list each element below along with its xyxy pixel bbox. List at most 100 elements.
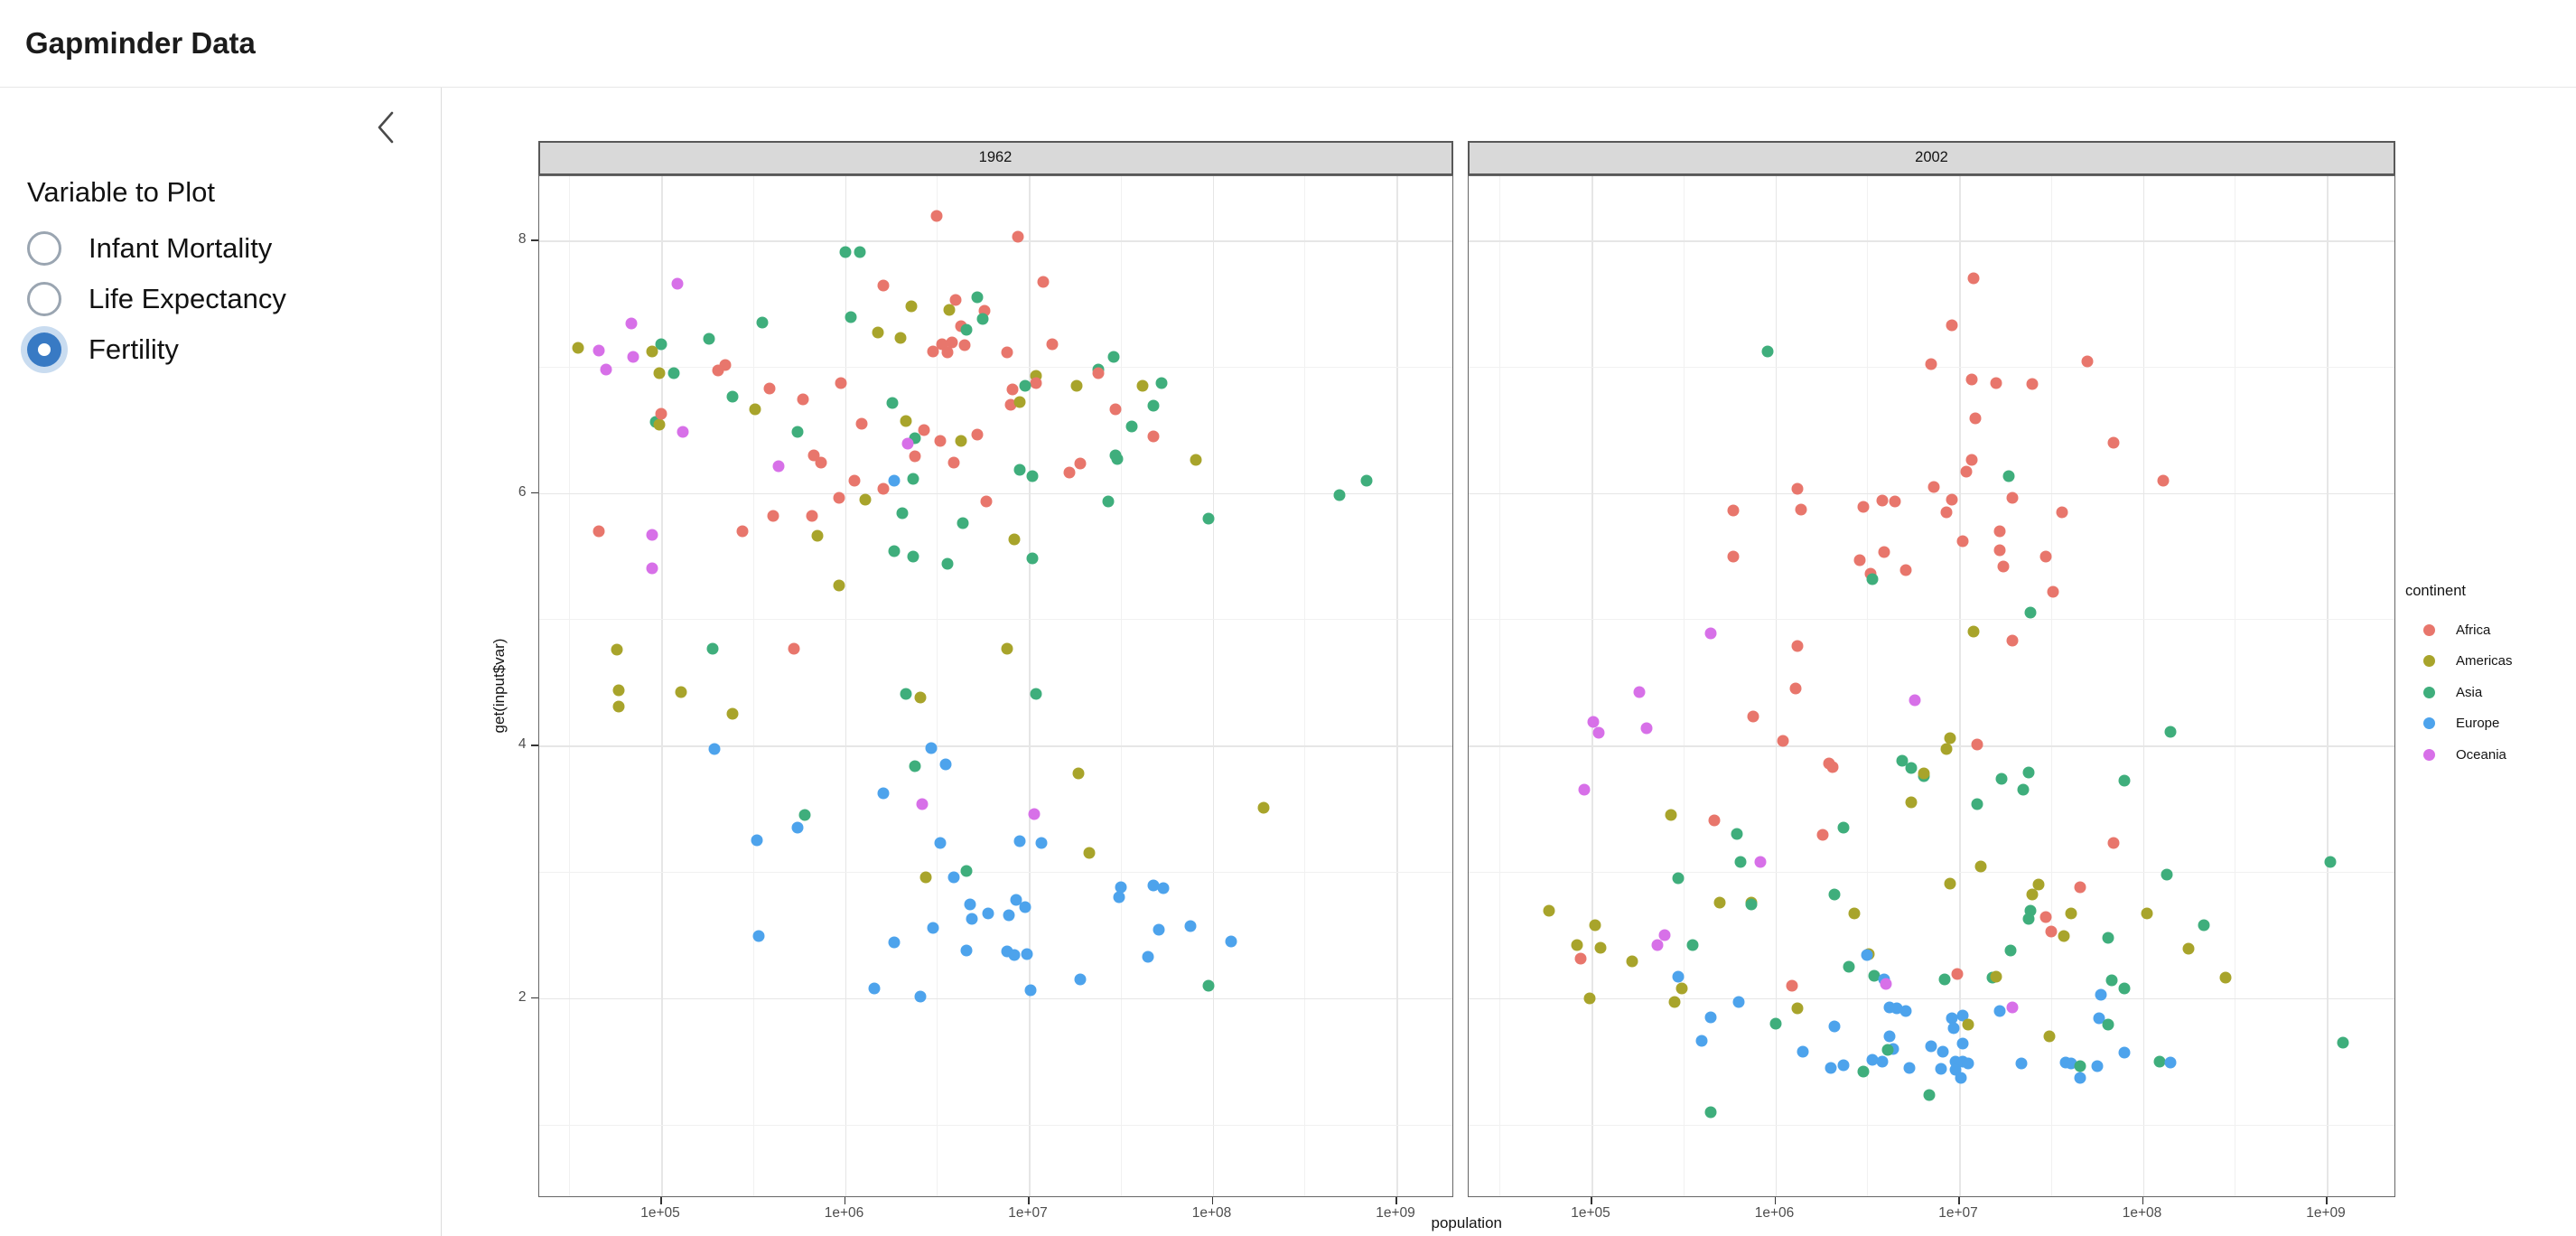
legend-item-label: Oceania [2456, 746, 2506, 763]
data-point [1925, 1040, 1937, 1053]
data-point [2141, 907, 2153, 920]
data-point [1761, 345, 1774, 358]
radio-option-life-expectancy[interactable]: Life Expectancy [27, 274, 286, 324]
data-point [2017, 783, 2030, 796]
data-point [2107, 837, 2120, 849]
gridline [2142, 175, 2144, 1196]
x-tick-mark [2326, 1196, 2328, 1204]
radio-button-infant-mortality[interactable] [27, 231, 61, 266]
x-tick-label: 1e+06 [1754, 1204, 1795, 1221]
data-point [919, 871, 932, 884]
data-point [2056, 506, 2068, 519]
data-point [1754, 856, 1767, 868]
data-point [703, 332, 715, 345]
data-point [1030, 688, 1042, 700]
data-point [1890, 1002, 1903, 1015]
data-point [1837, 821, 1850, 834]
data-point [677, 426, 689, 438]
x-tick-mark [660, 1196, 662, 1204]
x-tick-label: 1e+08 [2122, 1204, 2162, 1221]
data-point [1791, 482, 1804, 495]
radio-option-infant-mortality[interactable]: Infant Mortality [27, 223, 272, 274]
data-point [646, 562, 658, 575]
y-tick-mark [530, 492, 538, 494]
data-point [934, 435, 947, 447]
data-point [2337, 1036, 2349, 1049]
data-point [888, 545, 901, 557]
data-point [859, 493, 872, 506]
data-point [1881, 1044, 1894, 1056]
data-point [1333, 489, 1346, 501]
sidebar-collapse-button[interactable] [370, 109, 401, 149]
data-point [914, 990, 927, 1003]
data-point [2161, 868, 2173, 881]
data-point [2015, 1057, 2028, 1070]
data-point [1587, 716, 1600, 728]
x-tick-label: 1e+07 [1938, 1204, 1978, 1221]
x-tick-mark [1211, 1196, 1213, 1204]
data-point [655, 338, 667, 351]
data-point [888, 474, 901, 487]
y-axis-title: get(input$var) [490, 638, 508, 734]
gridline [1469, 872, 2394, 873]
radio-button-fertility[interactable] [27, 332, 61, 367]
data-point [930, 210, 943, 222]
data-point [1797, 1045, 1809, 1058]
data-point [1905, 762, 1918, 774]
radio-label[interactable]: Fertility [89, 333, 179, 365]
data-point [1665, 809, 1676, 821]
data-point [2024, 606, 2037, 619]
data-point [960, 323, 973, 336]
data-point [655, 407, 667, 420]
data-point [839, 246, 851, 258]
data-point [1651, 939, 1664, 951]
data-point [2107, 436, 2120, 449]
data-point [646, 345, 658, 358]
data-point [2324, 856, 2337, 868]
x-tick-label: 1e+05 [1571, 1204, 1610, 1221]
chevron-left-icon [375, 110, 397, 149]
data-point [1791, 1002, 1804, 1015]
data-point [1155, 377, 1168, 389]
data-point [1880, 978, 1892, 990]
data-point [957, 517, 969, 529]
data-point [2157, 474, 2170, 487]
data-point [2074, 1072, 2086, 1084]
data-point [2164, 726, 2177, 738]
x-tick-mark [1774, 1196, 1776, 1204]
x-tick-mark [2142, 1196, 2143, 1204]
data-point [1876, 494, 1889, 507]
radio-label[interactable]: Infant Mortality [89, 232, 273, 264]
gridline [1304, 175, 1306, 1196]
data-point [2022, 913, 2035, 925]
sidebar: Variable to Plot Infant Mortality Life E… [0, 88, 442, 1236]
data-point [2118, 1046, 2131, 1059]
radio-option-fertility[interactable]: Fertility [27, 324, 179, 375]
data-point [736, 525, 749, 538]
gridline [2327, 175, 2329, 1196]
data-point [798, 809, 811, 821]
data-point [934, 837, 947, 849]
data-point [1109, 403, 1122, 416]
data-point [966, 913, 978, 925]
data-point [1142, 950, 1154, 963]
data-point [1184, 920, 1197, 932]
data-point [1993, 544, 2006, 556]
data-point [2102, 932, 2114, 944]
data-point [949, 294, 962, 306]
data-point [1008, 949, 1021, 961]
data-point [1013, 396, 1026, 408]
data-point [1157, 882, 1170, 894]
data-point [1843, 960, 1855, 973]
radio-button-life-expectancy[interactable] [27, 282, 61, 316]
data-point [2081, 355, 2094, 368]
data-point [2006, 492, 2019, 504]
gridline [1469, 619, 2394, 621]
y-tick-label: 4 [518, 736, 527, 753]
data-point [868, 982, 881, 995]
data-point [1113, 891, 1125, 904]
page-title: Gapminder Data [25, 26, 256, 60]
data-point [1147, 399, 1160, 412]
radio-label[interactable]: Life Expectancy [89, 283, 286, 314]
